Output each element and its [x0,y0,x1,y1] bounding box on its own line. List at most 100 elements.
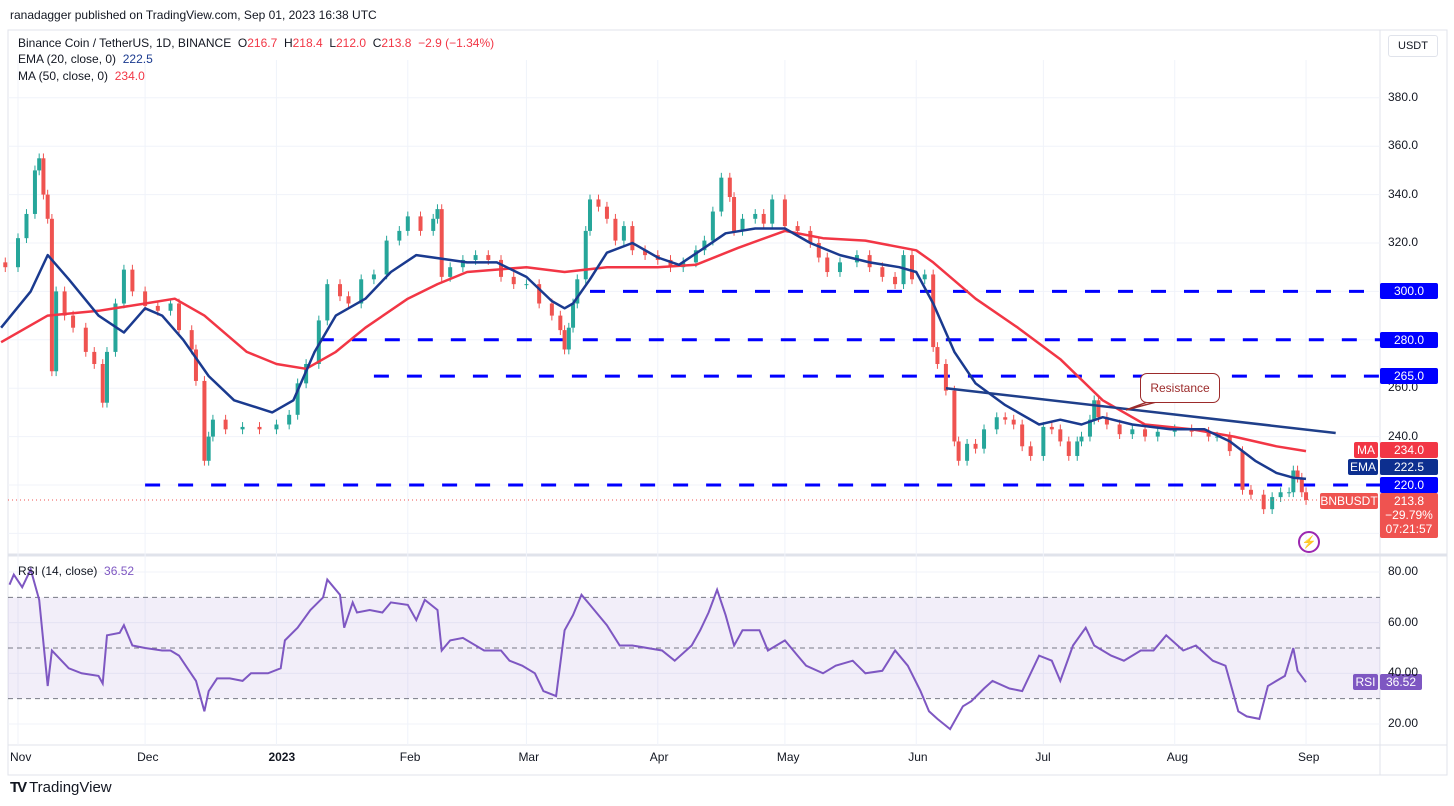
candle [346,296,351,304]
last-change: −29.79% [1385,508,1433,522]
candle [431,218,436,231]
chart-frame [7,29,1448,776]
ema-legend[interactable]: EMA (20, close, 0) 222.5 [18,52,153,66]
tradingview-logo-icon: TV [10,779,27,796]
candle [1295,470,1300,478]
close-label: C [372,36,382,50]
candle [100,364,105,403]
candle [486,255,491,260]
candle [1304,492,1309,501]
ma-label: MA (50, close, 0) [18,69,109,83]
tradingview-logo[interactable]: TV TradingView [10,779,112,796]
time-tick-label: Mar [518,750,540,764]
rsi-legend[interactable]: RSI (14, close) 36.52 [18,564,134,578]
candle [3,262,8,268]
candle [693,250,698,263]
price-tick-label: 380.0 [1388,89,1419,104]
level-price-tag: 220.0 [1380,477,1438,493]
time-tick-label: May [776,750,800,764]
level-price-tag: 265.0 [1380,368,1438,385]
candle [384,240,389,275]
candle [92,351,97,364]
candle [571,303,576,328]
candle [121,269,126,304]
brand-name: TradingView [29,779,112,796]
candle [1003,417,1008,420]
candle [1020,424,1025,447]
candle [49,218,54,372]
high-label: H [283,36,293,50]
candle [24,213,29,239]
open-label: O [237,36,248,50]
candle [16,238,20,268]
bar-countdown: 07:21:57 [1385,522,1433,536]
symbol-title[interactable]: Binance Coin / TetherUS, 1D, BINANCE [18,36,232,50]
rsi-tick-label: 20.00 [1388,716,1419,730]
resistance-callout[interactable]: Resistance [1140,373,1220,403]
candle [753,213,758,219]
candle [1041,426,1046,456]
candle [837,262,842,273]
candle [1075,441,1080,456]
candle [130,269,135,292]
candle [1058,429,1063,442]
candle [45,194,50,219]
candle [880,267,885,277]
rsi-price-tag: 36.52 [1380,674,1422,690]
price-tick-label: 320.0 [1388,235,1419,249]
candle [168,303,173,311]
candle [1227,436,1232,452]
candle [359,279,364,304]
candle [943,364,948,391]
candle [952,390,957,442]
rsi-line [8,566,1307,731]
candle [1248,489,1253,495]
candle [1287,492,1292,494]
candle [325,284,330,321]
candle [1049,426,1054,430]
candle [473,255,478,260]
candle [83,327,88,352]
candle [397,230,402,241]
rsi-label: RSI (14, close) [18,564,98,578]
ma-legend[interactable]: MA (50, close, 0) 234.0 [18,69,145,83]
ma-value: 234.0 [114,69,145,83]
candle [177,303,182,331]
close-value: 213.8 [381,36,412,50]
candle [1011,419,1016,425]
time-tick-label: Apr [649,750,669,764]
high-value: 218.4 [292,36,323,50]
candle [32,170,37,214]
candle [575,279,580,304]
candle [287,414,292,425]
lightning-icon[interactable]: ⚡ [1298,531,1320,553]
candle [604,206,609,219]
candle [965,443,970,461]
candle [524,284,529,286]
resistance-trendline [945,386,1336,435]
candle [104,351,109,403]
time-tick-label: 2023 [268,750,296,764]
candle [537,284,542,304]
candle [206,436,211,461]
candle [727,177,732,198]
candle [295,383,300,415]
candle [1270,497,1275,510]
candle [931,274,936,348]
ma50-line [0,229,1307,453]
candle [1299,477,1304,493]
candle [740,218,745,231]
ema-price-tag: 222.5 [1380,459,1438,475]
time-tick-label: Feb [399,750,421,764]
candle [1291,470,1296,493]
price-tick-label: 340.0 [1388,186,1419,201]
candle [1079,436,1084,442]
candle [910,255,915,280]
open-value: 216.7 [247,36,278,50]
currency-button[interactable]: USDT [1388,35,1438,57]
candle [1028,446,1033,456]
candle [1096,400,1101,418]
candle [1215,436,1220,438]
